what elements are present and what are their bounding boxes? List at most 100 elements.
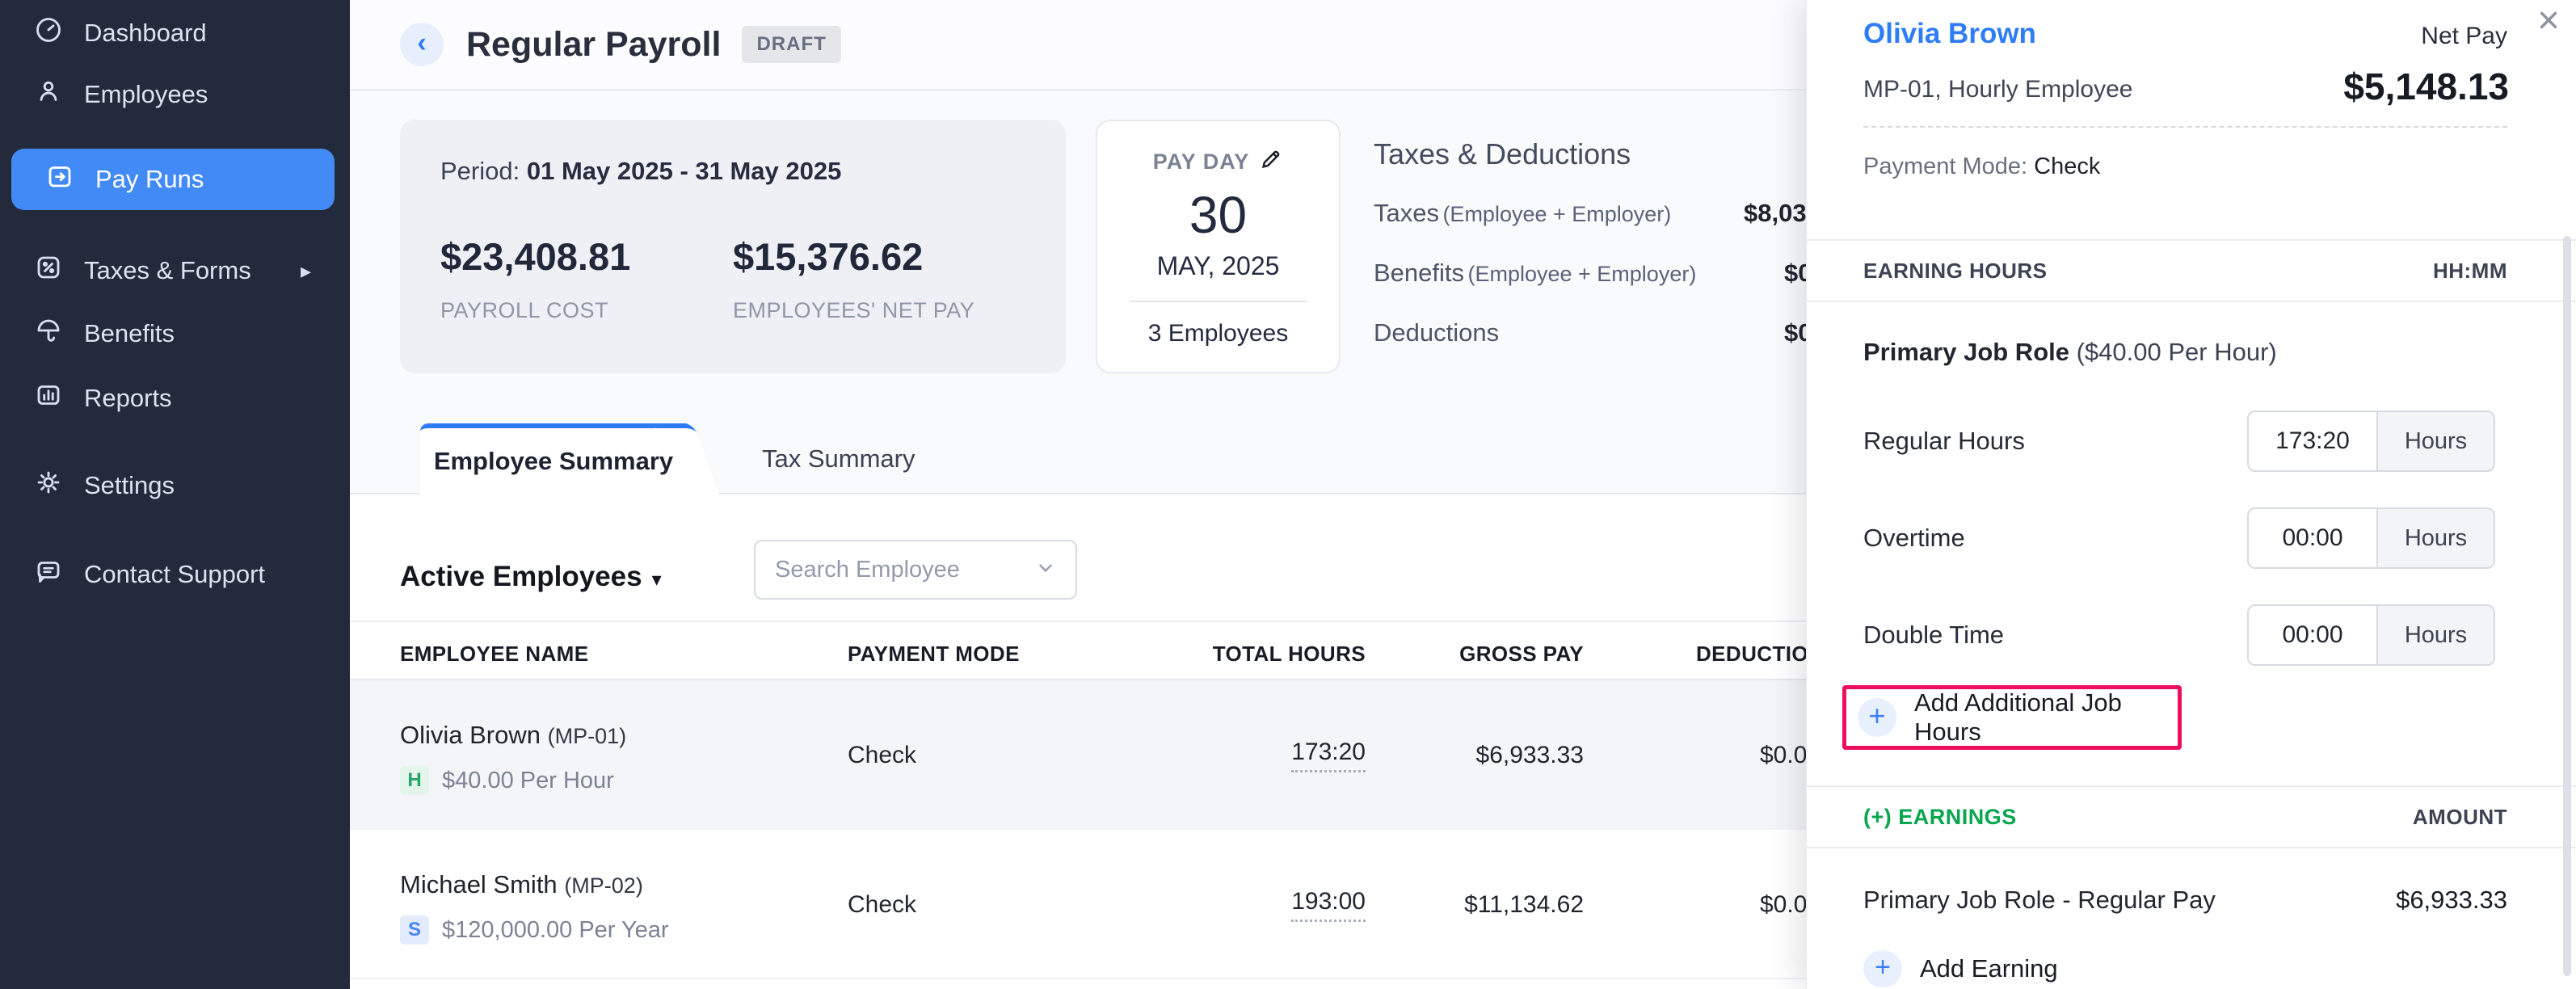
gross-pay-cell: $11,134.62 [1464,891,1584,918]
gross-pay-cell: $6,933.33 [1475,742,1584,768]
tab-employee-summary[interactable]: Employee Summary [420,423,687,494]
earning-hours-header: EARNING HOURS HH:MM [1807,239,2576,302]
sidebar-item-benefits[interactable]: Benefits [0,307,350,360]
employee-id: (MP-02) [564,873,643,898]
add-additional-job-hours-button[interactable]: + Add Additional Job Hours [1858,688,2178,747]
double-time-label: Double Time [1863,621,2005,649]
employee-summary-section: Active Employees ▾ Search Employee EMPLOY… [350,494,1838,989]
add-additional-job-hours-label: Add Additional Job Hours [1914,688,2122,746]
deductions-cell: $0.0 [1760,742,1808,768]
hours-suffix: Hours [2376,509,2494,567]
chevron-right-icon: ▸ [300,258,311,283]
sidebar-item-dashboard[interactable]: Dashboard [0,6,350,60]
col-employee-name: EMPLOYEE NAME [400,642,589,666]
status-badge: DRAFT [742,26,841,63]
payday-employee-count: 3 Employees [1147,320,1289,347]
search-employee-input[interactable]: Search Employee [754,540,1077,600]
plus-icon: + [1863,950,1902,987]
sidebar-item-label: Pay Runs [95,165,204,193]
total-hours-cell: 193:00 [1204,888,1366,922]
sidebar-item-label: Contact Support [84,560,266,588]
hhmm-label: HH:MM [2432,258,2507,283]
double-time-input[interactable]: 00:00 [2249,606,2376,664]
sidebar-item-taxes-forms[interactable]: Taxes & Forms ▸ [0,244,350,297]
regular-hours-input[interactable]: 173:20 [2249,412,2376,470]
earning-hours-title: EARNING HOURS [1863,258,2048,283]
employees-icon [34,77,63,112]
sidebar-item-label: Employees [84,80,208,108]
umbrella-icon [34,316,63,351]
job-role-line: Primary Job Role ($40.00 Per Hour) [1863,338,2277,367]
earning-row-value: $6,933.33 [2396,886,2507,914]
plus-icon: + [1858,698,1896,737]
sidebar-item-label: Dashboard [84,19,207,47]
table-row[interactable]: Michael Smith (MP-02) S $120,000.00 Per … [350,830,1808,979]
taxes-label: Taxes [1374,199,1439,227]
close-icon[interactable]: × [2536,0,2560,42]
payday-day: 30 [1189,186,1248,244]
table-row[interactable]: Olivia Brown (MP-01) H $40.00 Per Hour C… [350,680,1808,830]
edit-pencil-icon[interactable] [1259,147,1283,177]
amount-label: AMOUNT [2412,804,2507,829]
payday-label: PAY DAY [1152,149,1250,174]
period-line: Period: 01 May 2025 - 31 May 2025 [440,157,1025,186]
sidebar-item-employees[interactable]: Employees [0,68,350,121]
page-title: Regular Payroll [466,24,722,64]
chevron-left-icon: ‹ [417,27,427,58]
employee-rate: $120,000.00 Per Year [442,916,669,943]
taxes-value: $8,03 [1744,199,1807,227]
panel-scrollbar[interactable] [2563,236,2571,976]
employee-filter-dropdown[interactable]: Active Employees ▾ [400,561,662,592]
overtime-input[interactable]: 00:00 [2249,509,2376,567]
payroll-cost-label: PAYROLL COST [440,298,609,322]
employee-meta: MP-01, Hourly Employee [1863,76,2133,103]
taxes-deductions-title: Taxes & Deductions [1374,137,1631,170]
double-time-input-group: 00:00 Hours [2247,604,2495,666]
page-header: ‹ Regular Payroll DRAFT [350,0,1806,90]
total-hours-cell: 173:20 [1204,739,1366,772]
table-header: EMPLOYEE NAME PAYMENT MODE TOTAL HOURS G… [350,621,1838,680]
earnings-title: (+) EARNINGS [1863,804,2017,829]
employee-name-link[interactable]: Olivia Brown [1863,18,2036,49]
employee-id: (MP-01) [547,724,627,748]
job-role-name: Primary Job Role [1863,338,2069,366]
net-pay-label: Net Pay [2421,23,2507,49]
add-earning-label: Add Earning [1920,954,2058,983]
sidebar-item-pay-runs[interactable]: Pay Runs [11,149,335,210]
divider [1129,301,1307,302]
annotation-highlight-box: + Add Additional Job Hours [1842,685,2182,750]
deductions-cell: $0.0 [1760,891,1808,918]
net-pay-value: $5,148.13 [2343,65,2509,107]
deductions-label: Deductions [1374,318,1500,347]
back-button[interactable]: ‹ [400,23,444,66]
tab-tax-summary[interactable]: Tax Summary [762,444,915,473]
sidebar-item-reports[interactable]: Reports [0,372,350,425]
net-pay-total-label: EMPLOYEES' NET PAY [733,298,975,322]
overtime-input-group: 00:00 Hours [2247,507,2495,569]
net-pay-total-value: $15,376.62 [733,235,924,278]
reports-icon [34,381,63,416]
hours-suffix: Hours [2376,606,2494,664]
dashboard-icon [34,15,63,51]
hours-suffix: Hours [2376,412,2494,470]
total-hours-link[interactable]: 193:00 [1291,888,1366,922]
hourly-badge: H [400,766,429,795]
payment-mode-line: Payment Mode: Check [1863,154,2100,180]
divider [1863,126,2507,128]
salaried-badge: S [400,915,429,945]
add-earning-button[interactable]: + Add Earning [1863,950,2058,987]
earnings-header: (+) EARNINGS AMOUNT [1807,785,2576,848]
payroll-cost-value: $23,408.81 [440,235,631,278]
sidebar-item-contact-support[interactable]: Contact Support [0,548,350,601]
sidebar-item-settings[interactable]: Settings [0,459,350,512]
col-gross-pay: GROSS PAY [1459,642,1584,666]
taxes-deductions-summary: Taxes & Deductions Taxes (Employee + Emp… [1374,137,2295,351]
payment-mode-label: Payment Mode: [1863,154,2028,179]
sidebar-item-label: Benefits [84,319,175,347]
benefits-sublabel: (Employee + Employer) [1467,262,1697,286]
benefits-label: Benefits [1374,259,1465,287]
caret-down-icon: ▾ [651,569,662,591]
total-hours-link[interactable]: 173:20 [1291,739,1366,772]
sidebar-item-label: Taxes & Forms [84,256,251,284]
